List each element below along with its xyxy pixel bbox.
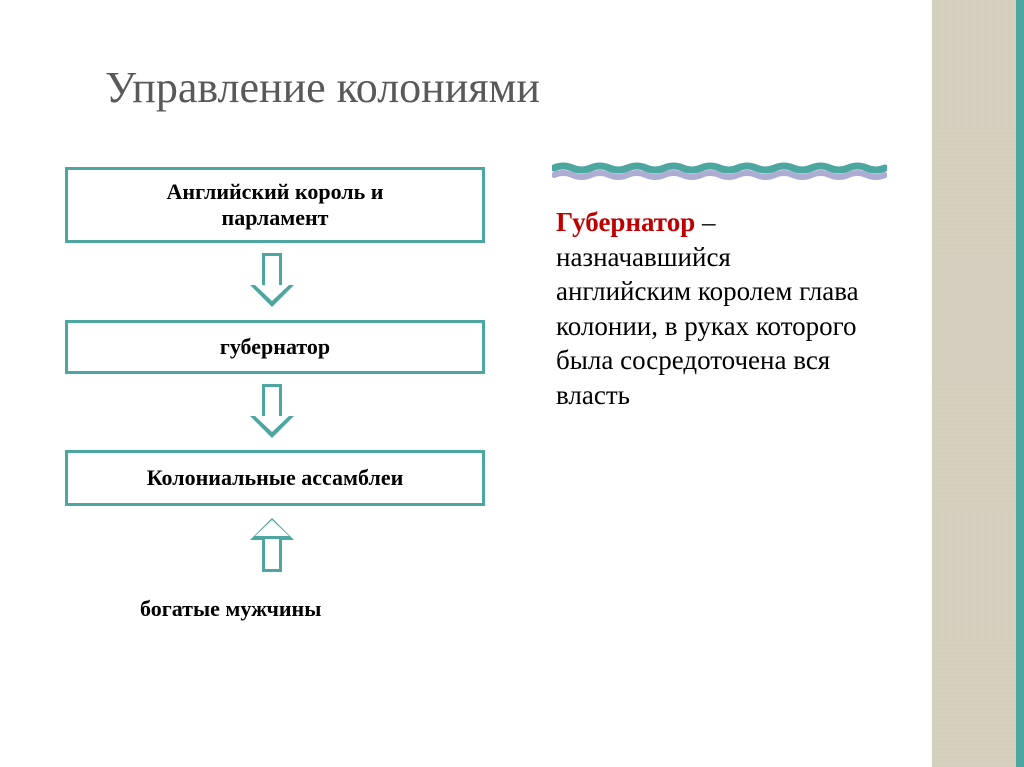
squiggle-shadow: [554, 173, 885, 177]
arrow-down-0: [250, 253, 294, 307]
diagram-box-king: Английский король и парламент: [65, 167, 485, 243]
definition-body: – назначавшийся английским королем глава…: [556, 207, 859, 410]
squiggle-main: [554, 166, 885, 170]
definition-text: Губернатор – назначавшийся английским ко…: [556, 205, 866, 412]
arrow-up-2: [250, 518, 294, 572]
arrow-down-1: [250, 384, 294, 438]
diagram-box-governor: губернатор: [65, 320, 485, 374]
sidebar-texture: [932, 0, 1024, 767]
diagram-box-assemblies: Колониальные ассамблеи: [65, 450, 485, 506]
definition-term: Губернатор: [556, 207, 695, 237]
decorative-squiggle: [552, 158, 887, 184]
accent-line: [1016, 0, 1024, 767]
page-title: Управление колониями: [105, 62, 540, 113]
bottom-label: богатые мужчины: [140, 596, 321, 622]
